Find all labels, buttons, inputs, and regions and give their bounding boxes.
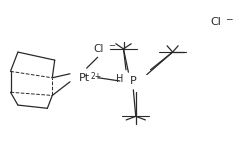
Text: Pt: Pt	[79, 73, 90, 83]
Text: Cl: Cl	[94, 44, 104, 54]
Text: P: P	[130, 76, 137, 86]
Text: H: H	[116, 74, 124, 84]
Text: −: −	[108, 41, 115, 51]
Text: −: −	[225, 14, 232, 23]
Text: Cl: Cl	[210, 17, 221, 27]
Text: 2+: 2+	[90, 72, 102, 81]
